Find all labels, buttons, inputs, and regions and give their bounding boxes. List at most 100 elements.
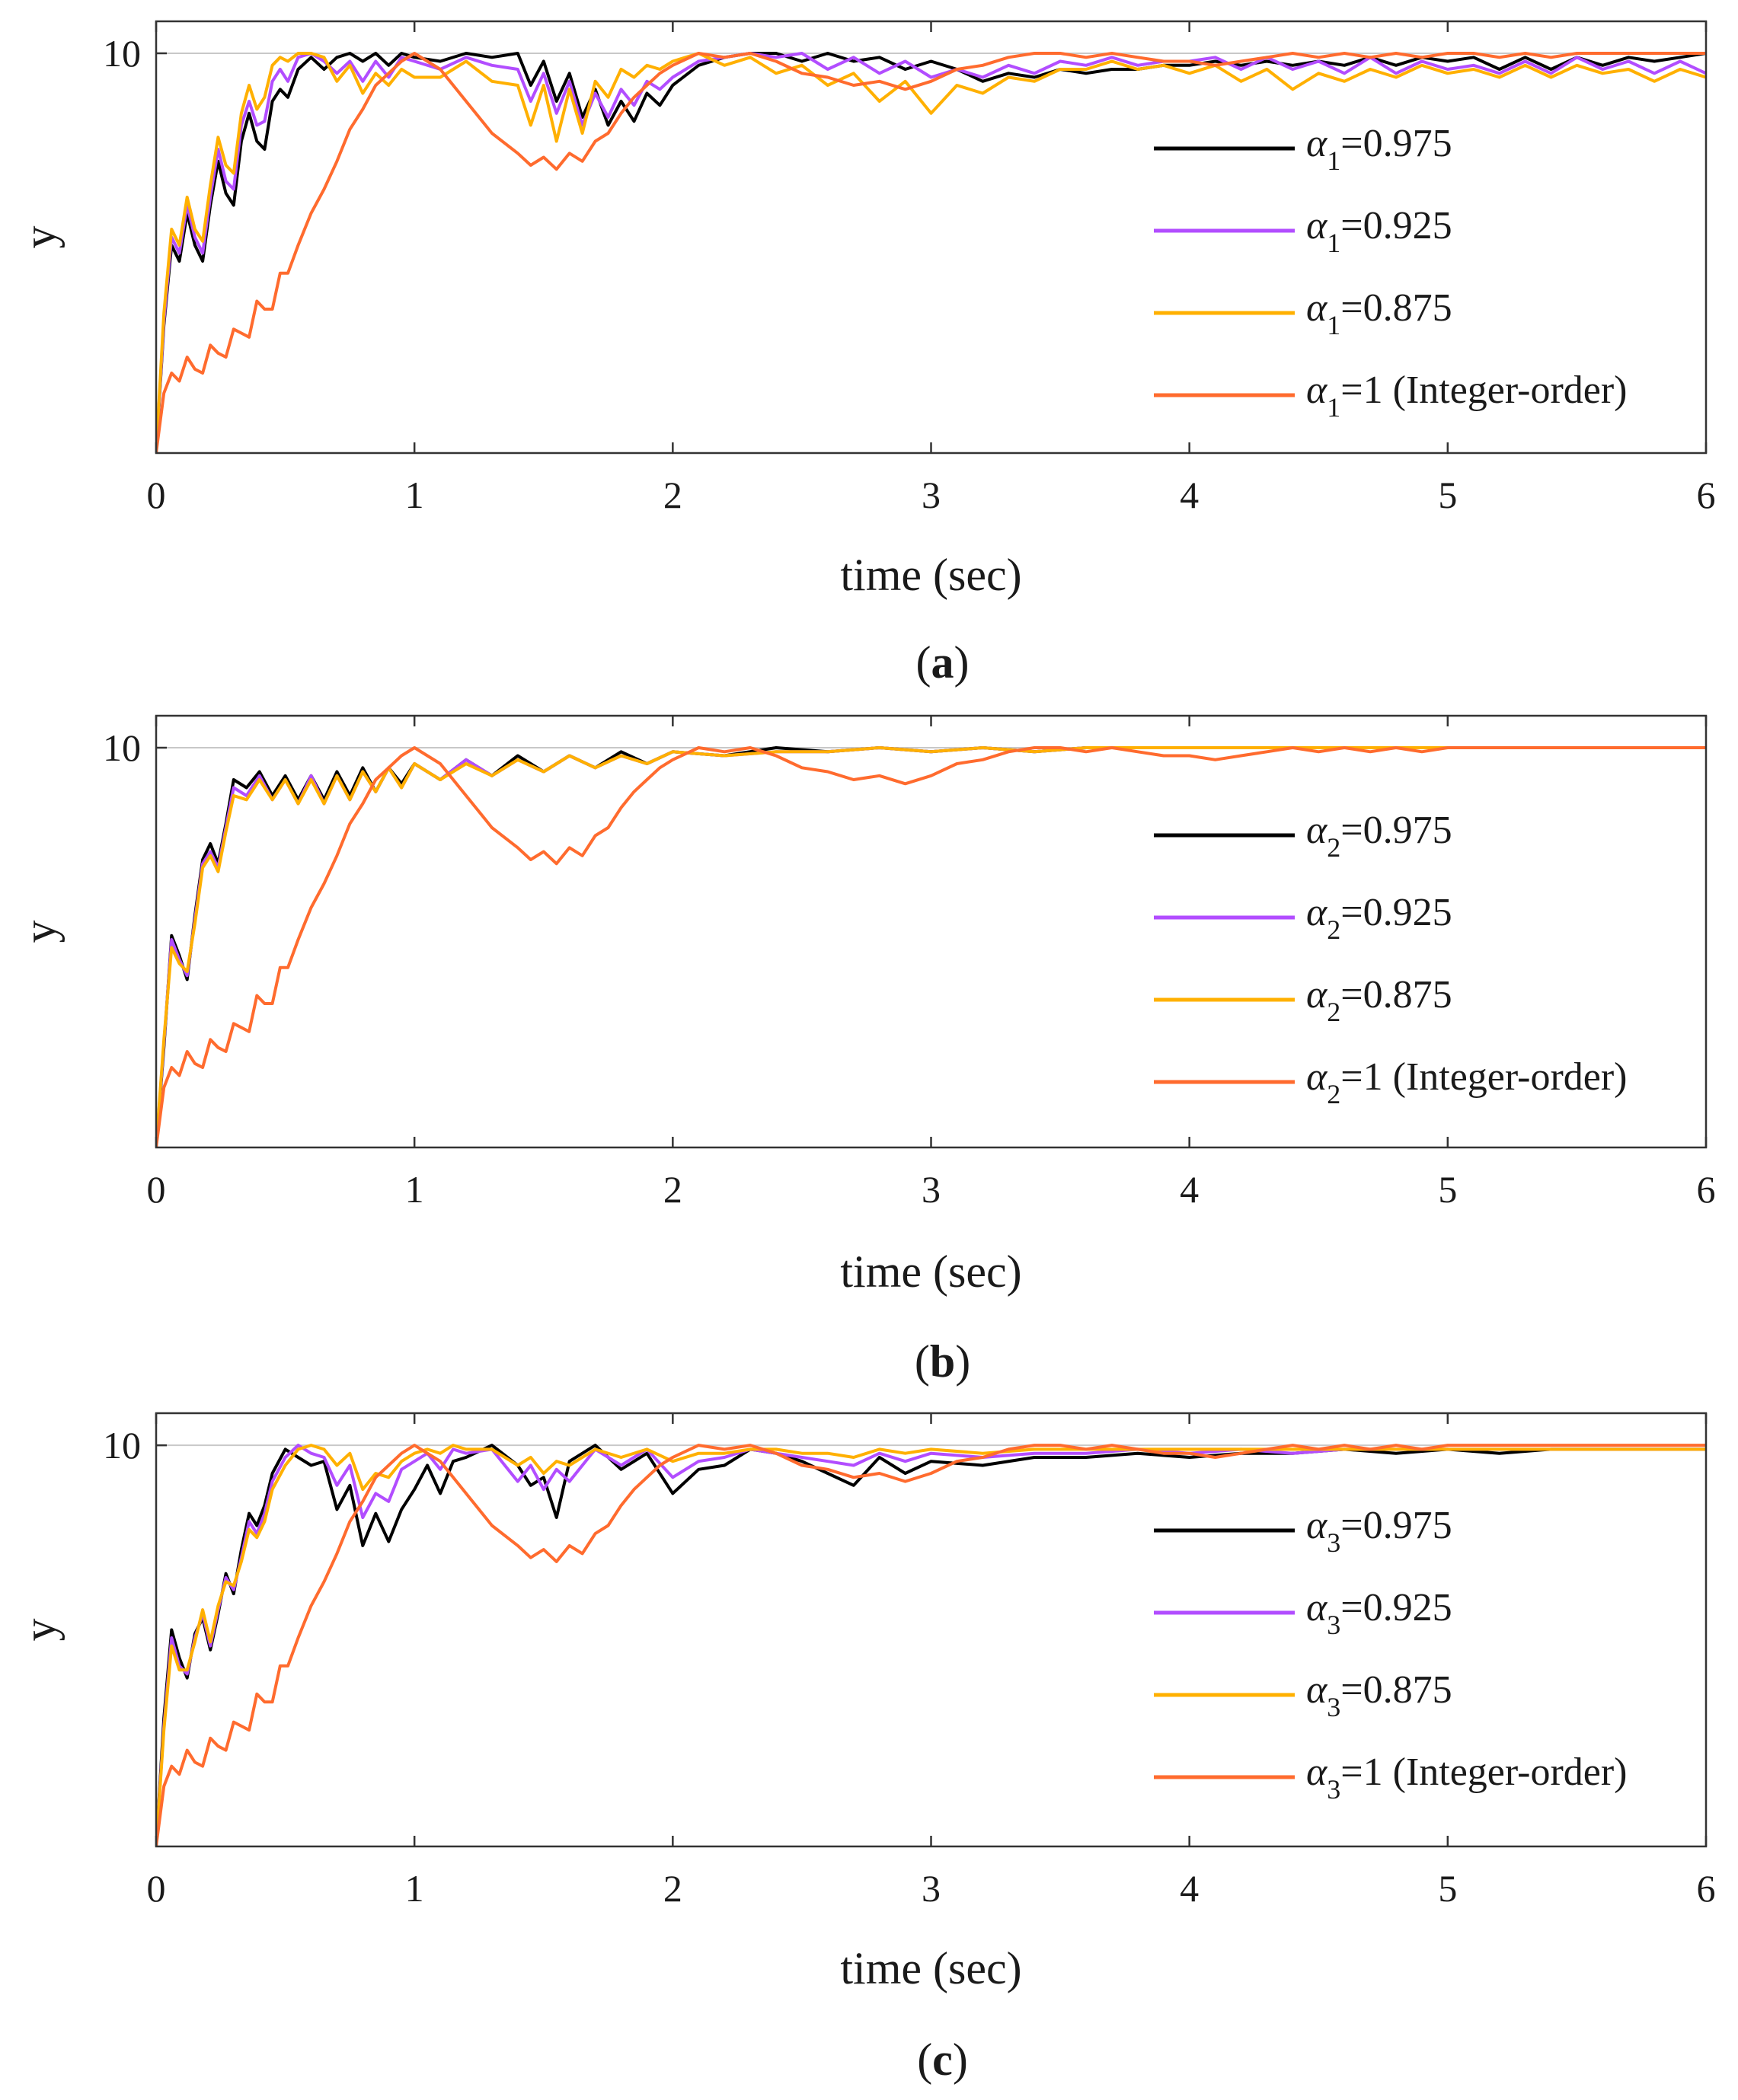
legend-label-3: α2=0.875	[1306, 973, 1452, 1027]
x-tick-label: 4	[1180, 474, 1199, 516]
x-tick-label: 4	[1180, 1867, 1199, 1910]
legend-suffix: =0.875	[1340, 973, 1452, 1016]
y-tick-label: 10	[103, 726, 141, 769]
x-tick-label: 0	[147, 474, 166, 516]
caption-close-paren: )	[955, 1336, 970, 1387]
legend-subscript: 2	[1327, 997, 1340, 1027]
series-line-1	[156, 52, 1706, 453]
legend-subscript: 2	[1327, 832, 1340, 863]
legend-label-4: α2=1 (Integer-order)	[1306, 1055, 1627, 1109]
legend-subscript: 1	[1327, 310, 1340, 340]
caption-close-paren: )	[953, 2035, 968, 2085]
legend-symbol: α	[1306, 1668, 1328, 1712]
legend-symbol: α	[1306, 204, 1328, 247]
legend-symbol: α	[1306, 809, 1328, 852]
x-tick-label: 6	[1697, 1168, 1716, 1211]
x-tick-label: 6	[1697, 474, 1716, 516]
x-tick-label: 3	[922, 1867, 941, 1910]
legend-suffix: =0.925	[1340, 1586, 1452, 1629]
caption-open-paren: (	[915, 1336, 930, 1387]
legend-label-4: α3=1 (Integer-order)	[1306, 1751, 1627, 1805]
legend-suffix: =0.875	[1340, 1668, 1452, 1712]
x-tick-label: 2	[663, 474, 682, 516]
series-line-4	[156, 746, 1706, 1147]
panel-caption: (b)	[915, 1336, 970, 1387]
legend-subscript: 1	[1327, 228, 1340, 258]
y-tick-label: 10	[103, 1424, 141, 1466]
legend-symbol: α	[1306, 891, 1328, 934]
legend-subscript: 2	[1327, 914, 1340, 945]
legend-symbol: α	[1306, 369, 1328, 412]
legend-suffix: =0.975	[1340, 122, 1452, 165]
series-line-3	[156, 746, 1706, 1147]
x-tick-label: 1	[405, 474, 424, 516]
legend-symbol: α	[1306, 122, 1328, 165]
y-axis-label: y	[14, 226, 65, 249]
caption-open-paren: (	[917, 2035, 932, 2085]
legend-suffix: =0.925	[1340, 204, 1452, 247]
legend-label-4: α1=1 (Integer-order)	[1306, 369, 1627, 423]
legend-symbol: α	[1306, 1504, 1328, 1547]
series-line-2	[156, 52, 1706, 453]
caption-letter: b	[930, 1336, 955, 1387]
legend-label-3: α3=0.875	[1306, 1668, 1452, 1722]
series-line-3	[156, 52, 1706, 453]
panel-caption: (a)	[916, 637, 970, 688]
legend-suffix: =1 (Integer-order)	[1340, 369, 1627, 412]
caption-close-paren: )	[954, 637, 970, 688]
legend-label-2: α2=0.925	[1306, 891, 1452, 945]
series-line-4	[156, 1444, 1706, 1846]
legend-label-1: α1=0.975	[1306, 122, 1452, 176]
legend-suffix: =1 (Integer-order)	[1340, 1055, 1627, 1099]
legend-suffix: =0.975	[1340, 809, 1452, 852]
caption-letter: a	[931, 637, 954, 688]
y-axis-label: y	[14, 921, 65, 943]
series-group	[156, 1444, 1706, 1846]
x-tick-label: 2	[663, 1867, 682, 1910]
legend-symbol: α	[1306, 1586, 1328, 1629]
legend-subscript: 1	[1327, 392, 1340, 423]
legend-label-1: α2=0.975	[1306, 809, 1452, 863]
x-tick-label: 0	[147, 1168, 166, 1211]
legend-subscript: 3	[1327, 1527, 1340, 1558]
caption-open-paren: (	[916, 637, 931, 688]
legend-symbol: α	[1306, 1751, 1328, 1794]
x-axis-label: time (sec)	[840, 1943, 1021, 1993]
legend-suffix: =0.925	[1340, 891, 1452, 934]
legend-subscript: 3	[1327, 1610, 1340, 1640]
legend-suffix: =0.975	[1340, 1504, 1452, 1547]
x-axis-label: time (sec)	[840, 550, 1021, 600]
x-tick-label: 5	[1438, 1867, 1457, 1910]
legend-symbol: α	[1306, 1055, 1328, 1099]
legend-label-3: α1=0.875	[1306, 286, 1452, 340]
legend-subscript: 3	[1327, 1692, 1340, 1722]
x-tick-label: 3	[922, 1168, 941, 1211]
legend-subscript: 3	[1327, 1774, 1340, 1805]
caption-letter: c	[932, 2035, 953, 2085]
x-tick-label: 1	[405, 1168, 424, 1211]
panel-caption: (c)	[917, 2035, 968, 2085]
legend-label-1: α3=0.975	[1306, 1504, 1452, 1558]
x-tick-label: 5	[1438, 1168, 1457, 1211]
legend-label-2: α3=0.925	[1306, 1586, 1452, 1640]
legend-suffix: =0.875	[1340, 286, 1452, 330]
x-axis-label: time (sec)	[840, 1246, 1021, 1297]
x-tick-label: 5	[1438, 474, 1457, 516]
series-group	[156, 746, 1706, 1147]
x-tick-label: 3	[922, 474, 941, 516]
x-tick-label: 2	[663, 1168, 682, 1211]
x-tick-label: 0	[147, 1867, 166, 1910]
x-tick-label: 4	[1180, 1168, 1199, 1211]
legend-symbol: α	[1306, 286, 1328, 330]
legend-subscript: 2	[1327, 1079, 1340, 1109]
legend-subscript: 1	[1327, 145, 1340, 176]
y-axis-label: y	[14, 1619, 65, 1642]
legend-symbol: α	[1306, 973, 1328, 1016]
